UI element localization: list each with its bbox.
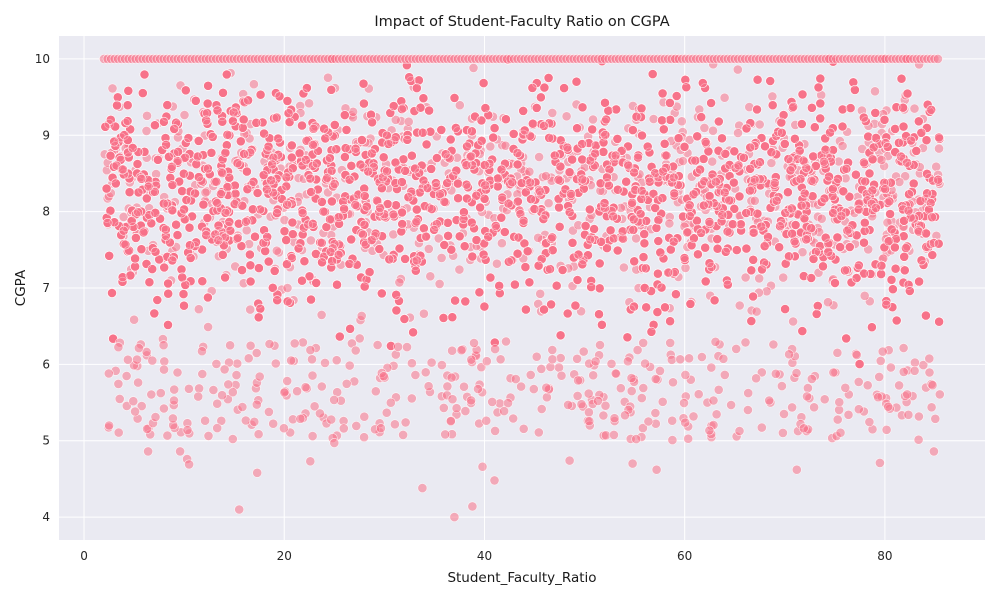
data-point (454, 100, 465, 111)
data-point (304, 98, 314, 109)
data-point (823, 297, 833, 308)
data-point (193, 304, 204, 315)
data-point (816, 213, 827, 224)
data-point (734, 300, 745, 311)
data-point (754, 273, 765, 284)
data-point (676, 116, 687, 127)
data-point (423, 243, 434, 254)
data-point (732, 64, 743, 75)
data-point (894, 177, 905, 187)
data-point (434, 278, 445, 289)
data-point (179, 110, 190, 120)
data-point (403, 116, 414, 127)
data-point (496, 238, 507, 249)
data-point (203, 322, 213, 332)
data-point (619, 262, 629, 273)
data-point (767, 91, 778, 102)
data-point (425, 271, 436, 282)
data-point (533, 232, 543, 243)
data-point (837, 141, 848, 151)
data-point (271, 245, 282, 256)
data-point (648, 114, 659, 124)
data-point (749, 195, 760, 206)
data-point (241, 225, 252, 236)
data-point (524, 166, 535, 177)
data-point (356, 310, 367, 321)
data-point (543, 198, 554, 209)
data-point (876, 154, 887, 165)
data-point (200, 187, 211, 198)
data-point (561, 111, 572, 122)
data-point (541, 171, 551, 181)
data-point (534, 152, 544, 162)
data-point (535, 288, 546, 299)
data-point (870, 86, 880, 97)
data-point (547, 108, 558, 118)
data-point (454, 264, 465, 275)
data-point (754, 119, 765, 130)
data-point (141, 125, 152, 136)
data-point (282, 283, 293, 293)
data-point (485, 141, 496, 152)
data-point (778, 272, 789, 283)
data-point (931, 161, 942, 172)
data-point (631, 233, 641, 244)
data-point (107, 83, 118, 94)
data-point (436, 252, 447, 263)
data-point (297, 337, 308, 348)
data-point (118, 211, 129, 222)
data-point (664, 218, 675, 229)
data-point (900, 171, 911, 182)
data-point (129, 314, 139, 325)
data-point (766, 158, 777, 168)
data-point (390, 114, 401, 125)
data-point (859, 290, 870, 301)
data-point (316, 309, 327, 320)
data-point (248, 79, 259, 90)
data-point (323, 72, 333, 83)
data-point (707, 156, 718, 167)
data-point (468, 63, 479, 73)
data-point (588, 114, 598, 125)
data-point (909, 103, 920, 114)
data-point (245, 304, 256, 315)
data-point (934, 143, 944, 154)
data-point (733, 128, 743, 138)
data-point (788, 316, 798, 327)
data-point (433, 233, 444, 244)
data-point (699, 123, 710, 133)
data-point (394, 277, 405, 288)
data-point (491, 258, 502, 269)
data-point (305, 235, 316, 246)
data-points (99, 54, 945, 522)
data-point (740, 272, 751, 283)
data-point (708, 125, 718, 136)
data-point (719, 92, 730, 103)
data-point (142, 110, 152, 121)
data-point (418, 308, 429, 319)
data-point (354, 333, 365, 344)
data-point (751, 306, 762, 317)
data-point (678, 156, 688, 166)
data-point (797, 247, 808, 258)
